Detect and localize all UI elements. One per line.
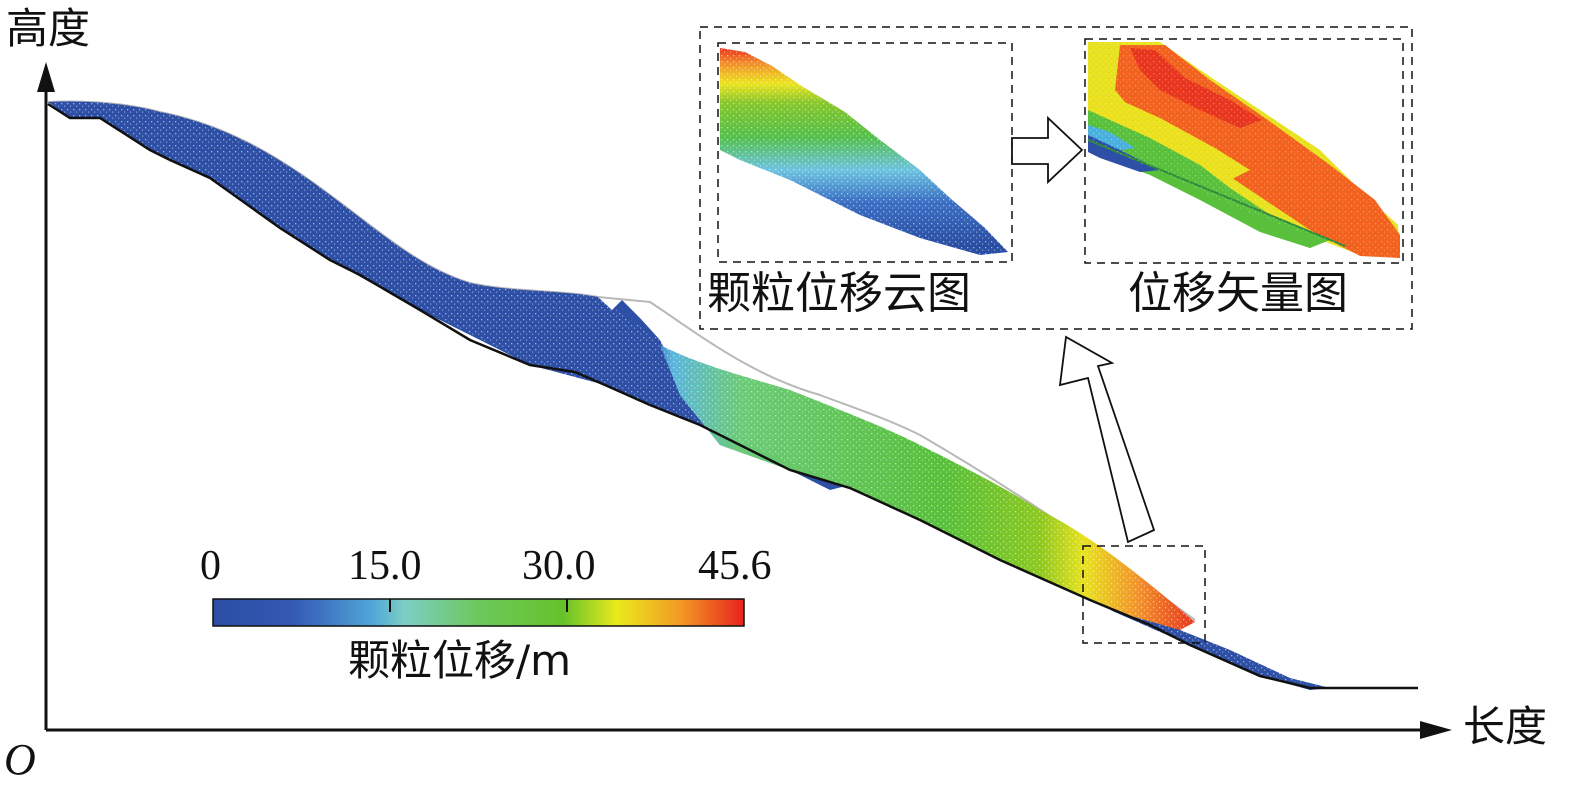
colorbar-tick-label-15: 15.0	[348, 543, 422, 589]
inset-left-frame	[717, 42, 1013, 263]
inset-left-label: 颗粒位移云图	[707, 268, 971, 319]
inset-right-frame	[1084, 38, 1404, 264]
displacement-contour-inset	[720, 48, 1008, 255]
x-axis-arrowhead	[1420, 721, 1452, 739]
colorbar	[212, 598, 745, 627]
colorbar-tick-label-45-6: 45.6	[698, 543, 772, 589]
particle-texture	[48, 101, 1330, 688]
zoom-region-box	[1082, 545, 1206, 644]
colorbar-tick-label-30: 30.0	[522, 543, 596, 589]
bedrock-surface	[47, 102, 1418, 690]
y-axis-label: 高度	[6, 4, 91, 53]
colorbar-title: 颗粒位移/m	[348, 636, 572, 685]
vector-field-inset	[1087, 42, 1400, 258]
zoom-arrow	[1058, 335, 1156, 544]
origin-label: O	[4, 735, 36, 784]
inset-right-label: 位移矢量图	[1128, 268, 1348, 319]
x-axis-label: 长度	[1463, 702, 1548, 751]
y-axis-arrowhead	[37, 62, 55, 92]
colorbar-gradient	[212, 598, 745, 627]
axes	[37, 62, 1452, 739]
slope-deposit	[47, 101, 1418, 690]
inset-transition-arrow	[1011, 115, 1084, 185]
inset-outer-frame	[699, 26, 1413, 330]
colorbar-tick-label-0: 0	[200, 543, 221, 589]
